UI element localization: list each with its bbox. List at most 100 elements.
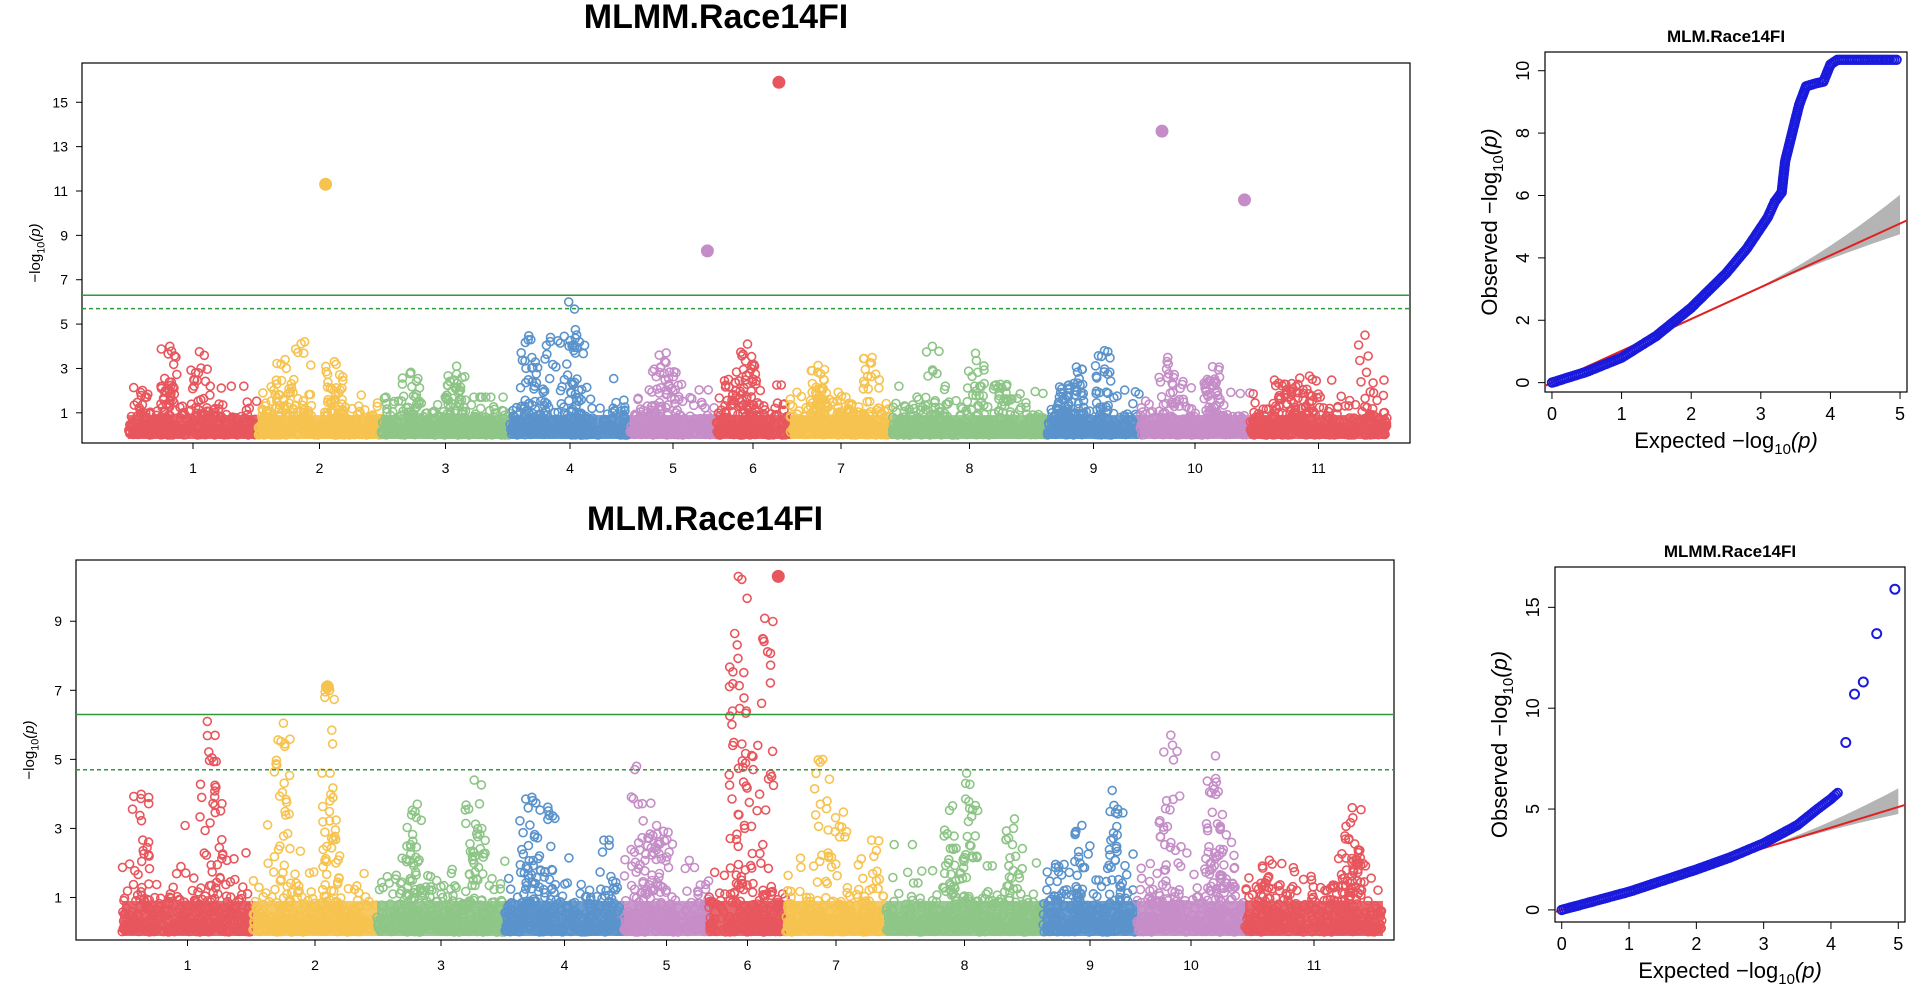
x-tick-label: 3: [442, 460, 450, 476]
x-tick-label: 9: [1090, 460, 1098, 476]
chromosome-10-point: [1186, 382, 1197, 393]
x-tick-label: 1: [189, 460, 197, 476]
chromosome-1-peak-point: [202, 716, 213, 727]
chromosome-2-point: [298, 396, 309, 406]
chromosome-9-point: [1119, 385, 1130, 395]
chromosome-2-point: [320, 361, 331, 372]
chromosome-1-point: [241, 405, 252, 416]
chromosome-2-point: [337, 399, 347, 409]
chromosome-1-point: [200, 825, 210, 836]
chromosome-2-point: [284, 383, 294, 394]
chromosome-1-point: [156, 344, 167, 354]
chromosome-3-point: [475, 403, 486, 414]
y-axis-label-sub: 10: [36, 242, 48, 254]
chromosome-2-point: [321, 366, 332, 377]
chromosome-2-point: [323, 377, 333, 388]
chromosome-4-point: [570, 324, 581, 335]
chromosome-3-point: [485, 392, 496, 403]
y-tick-label: 5: [54, 751, 62, 767]
chromosome-4-point: [595, 403, 605, 414]
chromosome-2-point: [295, 846, 306, 857]
chromosome-11-point: [1379, 375, 1389, 385]
chromosome-1-point: [199, 848, 210, 858]
chromosome-3-point: [414, 382, 425, 393]
significant-point: [319, 177, 333, 191]
chromosome-3-point: [480, 392, 491, 403]
chromosome-1-point: [169, 383, 179, 393]
y-tick-label: 1: [60, 405, 68, 421]
y-tick-label: 9: [60, 227, 68, 243]
chromosome-2-peak-point: [299, 336, 310, 347]
chromosome-3-point: [441, 390, 452, 401]
chromosome-2-point: [372, 401, 383, 412]
chromosome-1-point: [169, 351, 180, 361]
chromosome-2-peak-point: [266, 381, 277, 392]
chromosome-2-point: [263, 858, 273, 869]
y-tick-label: 3: [60, 360, 68, 376]
chromosome-10-point: [1226, 387, 1236, 398]
chromosome-11-peak-point: [1360, 330, 1370, 341]
chromosome-1-point: [196, 394, 206, 405]
y-tick-label: 1: [54, 889, 62, 905]
chromosome-4-point: [587, 403, 597, 414]
chromosome-1-point: [171, 352, 181, 363]
chromosome-1-peak-point: [194, 346, 205, 357]
chromosome-1-point: [196, 792, 207, 803]
chromosome-5-dense-band: [630, 415, 716, 439]
chromosome-7-dense-band: [790, 415, 892, 439]
chromosome-2-peak-point: [280, 354, 290, 365]
chromosome-1-point: [201, 850, 212, 861]
chromosome-2-point: [297, 400, 308, 411]
chromosome-4-point: [515, 382, 526, 393]
chromosome-1-point: [239, 381, 249, 392]
chromosome-11-point: [1326, 375, 1337, 385]
chart-title: MLMM.Race14FI: [584, 0, 849, 36]
x-tick-label: 2: [316, 460, 324, 476]
chromosome-10-points: [1135, 352, 1255, 440]
chromosome-3-point: [477, 392, 487, 403]
x-tick-label: 4: [566, 460, 574, 476]
chromosome-2-dense-band: [258, 415, 381, 439]
chromosome-1-point: [187, 885, 198, 896]
chromosome-3-points: [376, 361, 515, 440]
chromosome-2-point: [337, 371, 348, 382]
chromosome-2-point: [328, 394, 339, 405]
x-tick-label: 7: [837, 460, 845, 476]
chromosome-8-point: [1030, 386, 1040, 397]
chromosome-10-point: [1154, 372, 1164, 383]
chromosome-6-points: [711, 339, 795, 440]
chromosome-2-point: [304, 389, 314, 400]
chromosome-10-point: [1235, 388, 1246, 399]
chromosome-4-point: [516, 347, 527, 358]
chromosome-1-point: [191, 402, 201, 413]
chromosome-3-point: [459, 371, 470, 382]
chromosome-8-point: [923, 371, 933, 381]
y-axis-label: −log10(p): [21, 720, 42, 779]
chromosome-2-point: [293, 347, 303, 358]
chromosome-2-point: [293, 393, 303, 404]
chromosome-2-point: [276, 375, 287, 386]
chromosome-11-point: [1355, 355, 1365, 366]
chromosome-1-point: [241, 847, 251, 858]
chromosome-3-point: [398, 391, 409, 402]
chromosome-1-point: [205, 818, 215, 828]
chromosome-1-point: [202, 364, 212, 375]
chromosome-2-point: [270, 884, 280, 895]
chromosome-1-point: [128, 382, 139, 393]
chromosome-3-point: [381, 398, 392, 409]
chromosome-3-point: [498, 392, 508, 403]
chromosome-3-point: [413, 373, 423, 384]
y-tick-label: 13: [52, 139, 68, 155]
x-tick-label: 11: [1311, 460, 1326, 476]
chromosome-1-point: [205, 390, 215, 400]
chromosome-1-points: [124, 341, 263, 440]
y-tick-label: 7: [54, 682, 62, 698]
chromosome-11-point: [1250, 398, 1260, 408]
chromosome-1-points: [117, 716, 258, 937]
chromosome-3-point: [448, 399, 458, 409]
chromosome-1-point: [202, 402, 212, 413]
chromosome-2-point: [266, 396, 277, 406]
chromosome-1-peak-point: [164, 377, 175, 387]
